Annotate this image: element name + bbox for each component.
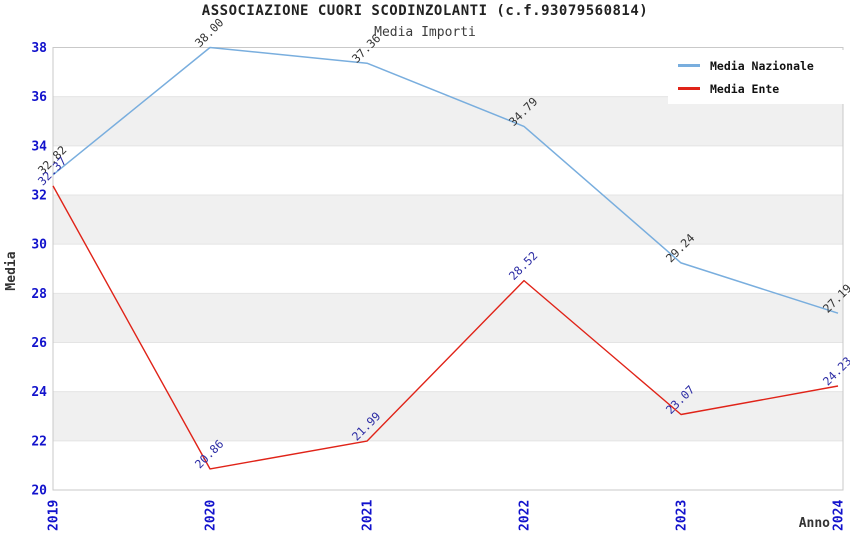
y-tick-label: 32 [31, 189, 47, 204]
series-line-0 [52, 46, 839, 314]
legend: Media Nazionale Media Ente [668, 50, 845, 104]
grid-band [53, 293, 843, 343]
grid-band [53, 195, 843, 245]
legend-label-nazionale: Media Nazionale [710, 58, 814, 73]
x-tick-label: 2021 [361, 500, 376, 531]
x-tick-label: 2019 [47, 500, 62, 531]
legend-label-ente: Media Ente [710, 81, 780, 96]
grid-band [53, 391, 843, 441]
y-tick-label: 36 [31, 90, 47, 105]
y-tick-label: 28 [31, 287, 47, 302]
chart-subtitle: Media Importi [374, 25, 476, 40]
y-tick-label: 20 [31, 484, 47, 499]
series-line-1 [52, 185, 839, 470]
plot-border [52, 47, 844, 491]
y-tick-label: 24 [31, 385, 47, 400]
legend-line-swatch-ente [678, 87, 700, 90]
point-label: 24.23 [820, 354, 850, 388]
grid-band [53, 96, 843, 146]
x-tick-label: 2024 [832, 500, 847, 531]
x-tick-label: 2020 [204, 500, 219, 531]
legend-line-swatch-nazionale [678, 64, 700, 67]
y-tick-label: 34 [31, 139, 47, 154]
x-axis-title: Anno [799, 516, 830, 531]
y-tick-label: 30 [31, 238, 47, 253]
x-tick-label: 2023 [675, 500, 690, 531]
y-tick-label: 26 [31, 336, 47, 351]
x-tick-label: 2022 [518, 500, 533, 531]
point-label: 37.36 [349, 31, 383, 65]
y-tick-label: 38 [31, 41, 47, 56]
legend-item-media-ente: Media Ente [668, 82, 845, 96]
y-tick-label: 22 [31, 434, 47, 449]
y-axis-title: Media [4, 251, 19, 290]
point-label: 28.52 [506, 249, 540, 283]
chart-title: ASSOCIAZIONE CUORI SCODINZOLANTI (c.f.93… [201, 3, 649, 19]
legend-item-media-nazionale: Media Nazionale [668, 59, 845, 73]
point-label: 38.00 [192, 15, 226, 49]
